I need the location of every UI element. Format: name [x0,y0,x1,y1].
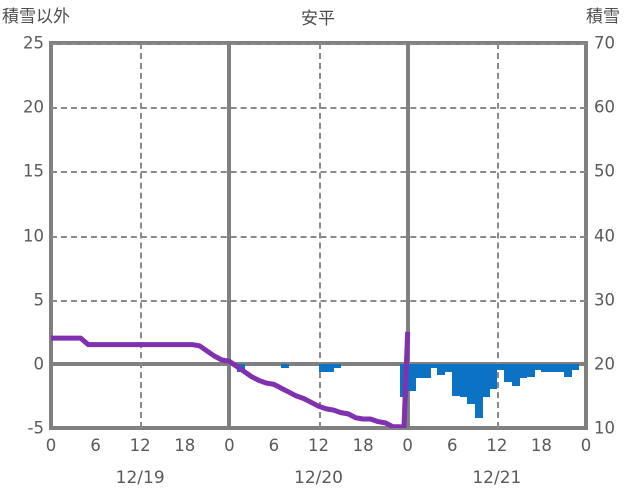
left-axis-tick-label: -5 [27,418,44,438]
x-axis-tick-label: 18 [352,436,374,455]
bar [519,363,528,378]
x-axis-tick-label: 18 [174,436,196,455]
right-axis-tick-label: 50 [594,161,615,181]
bar [541,363,550,372]
x-axis-tick-label: 6 [447,436,458,455]
x-axis-day-label: 12/20 [294,468,343,488]
bar [437,363,446,376]
bar [504,363,513,382]
snow-depth-line [51,331,411,428]
x-axis-tick-label: 6 [90,436,101,455]
vertical-gridline [496,43,499,428]
bar [556,363,565,372]
x-axis-day-label: 12/21 [472,468,522,488]
page-title: 安平 [301,9,335,29]
bar [407,363,416,391]
bar [318,363,327,372]
left-axis-tick-label: 10 [23,226,44,245]
x-axis-tick-label: 12 [129,436,151,455]
bar [533,363,542,371]
left-axis-tick-label: 15 [23,161,44,181]
x-axis-tick-label: 0 [45,436,57,455]
right-axis-title: 積雪 [586,7,620,27]
x-axis-tick-label: 0 [402,436,413,455]
right-axis-ticks: 70 60 50 40 30 20 10 [594,0,636,501]
left-axis-tick-label: 25 [23,33,44,53]
left-axis-tick-label: 0 [33,354,45,374]
bar [459,363,468,398]
bar [548,363,557,372]
right-axis-tick-label: 10 [594,418,615,438]
bar [415,363,424,378]
x-axis-tick-label: 0 [580,436,592,455]
bar [325,363,334,372]
bar [422,363,431,378]
left-axis-tick-label: 20 [23,97,44,117]
bar [526,363,535,377]
bar [467,363,476,404]
left-axis-title: 積雪以外 [2,7,70,27]
x-axis-tick-label: 12 [308,436,329,455]
x-axis-tick-label: 0 [224,436,235,455]
vertical-gridline [318,43,321,428]
bar [444,363,453,372]
plot-area [51,43,586,428]
bar [496,363,505,371]
left-axis-ticks: 25 20 15 10 5 0 -5 [0,0,44,501]
bar [571,363,580,371]
bar [489,363,498,390]
bar [452,363,461,396]
x-axis-tick-label: 6 [268,436,280,455]
x-axis-tick-label: 18 [530,436,552,455]
x-axis-day-label: 12/19 [115,468,165,488]
line-layer [51,331,411,428]
bar [281,363,290,368]
right-axis-tick-label: 40 [594,226,615,245]
left-axis-tick-label: 5 [33,290,45,310]
bar [474,363,483,418]
right-axis-tick-label: 30 [594,290,615,310]
right-axis-tick-label: 60 [594,97,615,117]
x-axis-tick-label: 12 [486,436,508,455]
bar [481,363,490,398]
bar [333,363,342,368]
right-axis-tick-label: 70 [594,33,615,53]
right-axis-tick-label: 20 [594,354,615,374]
bar [511,363,520,386]
day-separator-line [405,43,410,428]
day-separator-line [227,43,232,428]
vertical-gridline [140,43,143,428]
bar [563,363,572,377]
bar [429,363,438,368]
